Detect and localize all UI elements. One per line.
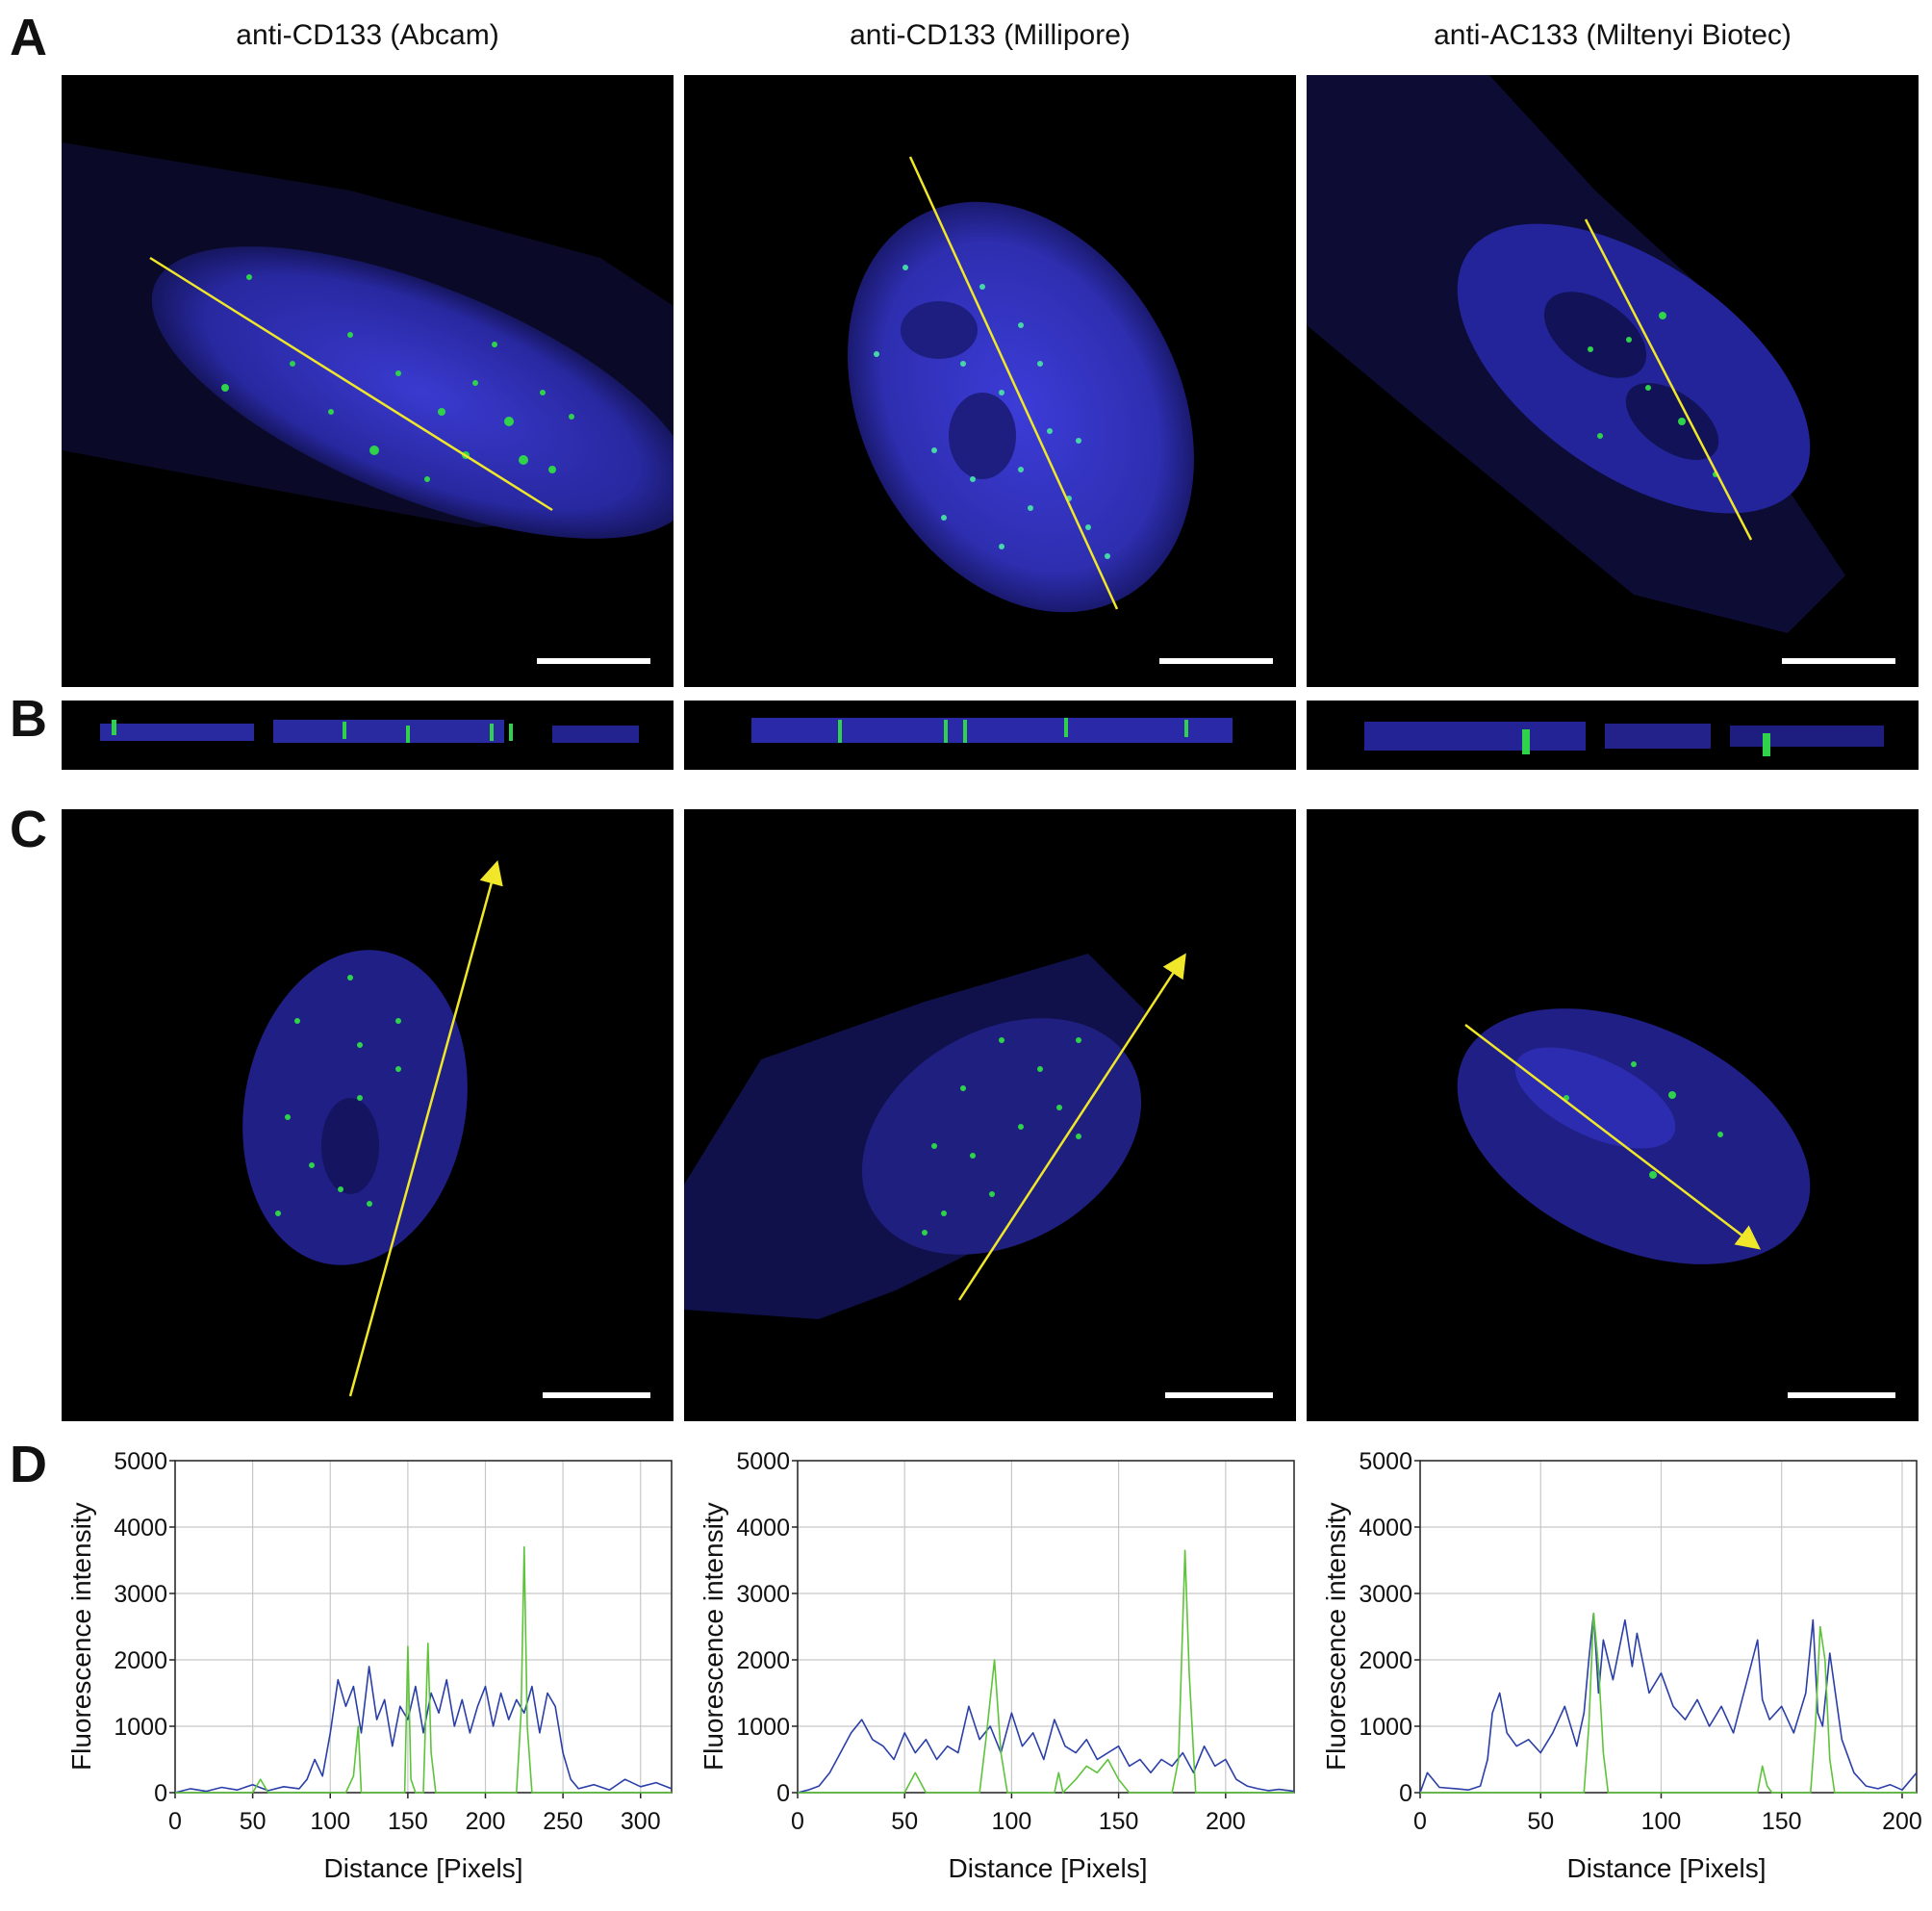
plot-frame bbox=[797, 1460, 1295, 1794]
intensity-profile-millipore: 0 50 100 150 200 0 1000 2000 3000 4000 5000 Fluore… bbox=[684, 1443, 1296, 1905]
intensity-profile-miltenyi: 0 50 100 150 200 0 1000 2000 3000 4000 5000 Fluore… bbox=[1307, 1443, 1922, 1905]
x-tick-label: 200 bbox=[466, 1808, 506, 1835]
y-tick-label: 0 bbox=[154, 1780, 167, 1807]
orthogonal-view-abcam bbox=[62, 701, 674, 770]
blue-intensity-line bbox=[797, 1705, 1295, 1794]
panel-label-a: A bbox=[10, 9, 47, 66]
scale-bar bbox=[543, 1392, 650, 1398]
x-axis-title: Distance [Pixels] bbox=[948, 1853, 1148, 1883]
micrograph-a-miltenyi bbox=[1307, 75, 1919, 687]
y-tick-label: 3000 bbox=[1359, 1581, 1412, 1608]
micrograph-c-miltenyi bbox=[1307, 809, 1919, 1421]
micrograph-c-abcam bbox=[62, 809, 674, 1421]
micrograph-c-millipore bbox=[684, 809, 1296, 1421]
plot-frame bbox=[174, 1460, 673, 1794]
blue-intensity-line bbox=[1419, 1612, 1918, 1794]
x-tick-label: 150 bbox=[1762, 1808, 1802, 1835]
panel-label-b: B bbox=[10, 690, 47, 748]
y-tick-label: 0 bbox=[1399, 1780, 1412, 1807]
y-axis-title: Fluorescence intensity bbox=[699, 1502, 728, 1771]
blue-intensity-line bbox=[174, 1666, 673, 1794]
x-tick-label: 50 bbox=[1527, 1808, 1554, 1835]
y-tick-label: 4000 bbox=[736, 1515, 790, 1542]
x-tick-label: 100 bbox=[310, 1808, 350, 1835]
x-tick-label: 300 bbox=[621, 1808, 661, 1835]
y-tick-label: 1000 bbox=[736, 1714, 790, 1741]
profile-line bbox=[149, 256, 553, 512]
x-tick-label: 250 bbox=[543, 1808, 583, 1835]
y-tick-label: 2000 bbox=[736, 1647, 790, 1674]
x-tick-label: 0 bbox=[1413, 1808, 1427, 1835]
scale-bar bbox=[1159, 658, 1273, 664]
green-intensity-line bbox=[175, 1545, 672, 1794]
scale-bar bbox=[1782, 658, 1895, 664]
y-tick-label: 2000 bbox=[1359, 1647, 1412, 1674]
micrograph-a-abcam bbox=[62, 75, 674, 687]
y-tick-label: 5000 bbox=[1359, 1448, 1412, 1475]
x-tick-label: 150 bbox=[388, 1808, 428, 1835]
y-tick-label: 1000 bbox=[1359, 1714, 1412, 1741]
profile-arrow bbox=[957, 953, 1186, 1301]
profile-line bbox=[908, 156, 1119, 610]
x-tick-label: 50 bbox=[891, 1808, 918, 1835]
y-tick-label: 3000 bbox=[114, 1581, 167, 1608]
x-tick-label: 0 bbox=[791, 1808, 804, 1835]
y-tick-label: 4000 bbox=[114, 1515, 167, 1542]
column-title-millipore: anti-CD133 (Millipore) bbox=[850, 19, 1131, 51]
y-tick-label: 1000 bbox=[114, 1714, 167, 1741]
profile-arrow bbox=[348, 859, 503, 1397]
orthogonal-view-millipore bbox=[684, 701, 1296, 770]
x-tick-label: 100 bbox=[1641, 1808, 1682, 1835]
green-intensity-line bbox=[1420, 1612, 1917, 1794]
panel-label-c: C bbox=[10, 801, 47, 858]
y-tick-label: 4000 bbox=[1359, 1515, 1412, 1542]
column-title-miltenyi: anti-AC133 (Miltenyi Biotec) bbox=[1434, 19, 1792, 51]
column-title-abcam: anti-CD133 (Abcam) bbox=[236, 19, 499, 51]
x-tick-label: 0 bbox=[168, 1808, 182, 1835]
x-axis-title: Distance [Pixels] bbox=[323, 1853, 523, 1883]
y-tick-label: 5000 bbox=[114, 1448, 167, 1475]
y-axis-title: Fluorescence intensity bbox=[1321, 1502, 1351, 1771]
scale-bar bbox=[537, 658, 650, 664]
y-tick-label: 3000 bbox=[736, 1581, 790, 1608]
y-tick-label: 5000 bbox=[736, 1448, 790, 1475]
scale-bar bbox=[1788, 1392, 1895, 1398]
plot-frame bbox=[1419, 1460, 1918, 1794]
x-tick-label: 150 bbox=[1099, 1808, 1139, 1835]
profile-line bbox=[1584, 218, 1753, 541]
orthogonal-view-miltenyi bbox=[1307, 701, 1919, 770]
micrograph-a-millipore bbox=[684, 75, 1296, 687]
x-tick-label: 50 bbox=[240, 1808, 267, 1835]
intensity-profile-abcam: 0 50 100 150 200 250 300 0 1000 2000 3000 4000 5000 … bbox=[62, 1443, 674, 1905]
y-tick-label: 2000 bbox=[114, 1647, 167, 1674]
y-axis-title: Fluorescence intensity bbox=[66, 1502, 96, 1771]
profile-arrow bbox=[1464, 1024, 1761, 1250]
x-tick-label: 200 bbox=[1882, 1808, 1922, 1835]
scale-bar bbox=[1165, 1392, 1273, 1398]
x-tick-label: 100 bbox=[992, 1808, 1032, 1835]
green-spots bbox=[221, 274, 574, 482]
x-axis-title: Distance [Pixels] bbox=[1566, 1853, 1767, 1883]
y-tick-label: 0 bbox=[776, 1780, 790, 1807]
panel-label-d: D bbox=[10, 1436, 47, 1493]
green-intensity-line bbox=[798, 1549, 1294, 1794]
x-tick-label: 200 bbox=[1206, 1808, 1246, 1835]
